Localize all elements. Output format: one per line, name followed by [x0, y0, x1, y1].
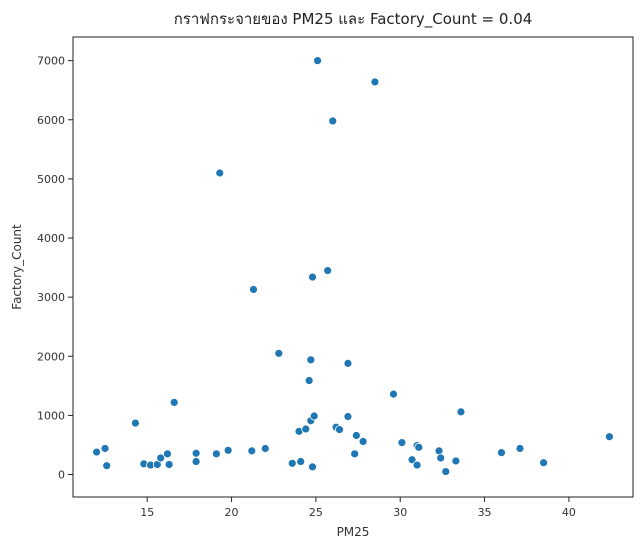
data-point	[328, 116, 338, 126]
x-tick-label: 20	[225, 506, 239, 519]
x-axis: 15 20 25 30 35 40	[140, 497, 576, 519]
x-axis-label: PM25	[337, 525, 370, 539]
data-point	[350, 449, 360, 459]
data-point	[301, 424, 311, 434]
data-point	[309, 411, 319, 421]
y-axis: 0 1000 2000 3000 4000 5000 6000 7000	[37, 55, 73, 482]
data-point	[306, 355, 316, 365]
y-tick-label: 4000	[37, 232, 65, 245]
data-point	[389, 389, 398, 399]
data-point	[247, 446, 257, 456]
x-tick-label: 30	[393, 506, 407, 519]
data-point	[296, 457, 306, 466]
y-tick-label: 7000	[37, 55, 65, 68]
data-point	[335, 425, 344, 434]
data-point	[287, 458, 297, 468]
data-point	[223, 445, 233, 455]
data-point	[156, 453, 166, 463]
data-point	[163, 449, 172, 459]
chart-title: กราฟกระจายของ PM25 และ Factory_Count = 0…	[174, 10, 533, 29]
data-point	[100, 444, 110, 453]
y-tick-label: 6000	[37, 114, 65, 127]
data-point	[323, 266, 333, 275]
x-tick-label: 40	[562, 506, 576, 519]
y-tick-label: 2000	[37, 350, 65, 363]
data-point	[164, 460, 174, 469]
data-point	[539, 458, 549, 468]
data-point	[358, 437, 368, 446]
scatter-points	[92, 56, 614, 476]
data-point	[169, 397, 179, 407]
data-point	[308, 462, 317, 472]
y-tick-label: 1000	[37, 409, 65, 422]
y-tick-label: 3000	[37, 291, 65, 304]
data-point	[215, 168, 225, 178]
y-tick-label: 0	[58, 469, 65, 482]
data-point	[370, 77, 380, 87]
data-point	[343, 412, 353, 421]
data-point	[497, 448, 506, 458]
x-tick-label: 15	[140, 506, 154, 519]
data-point	[441, 467, 451, 476]
data-point	[604, 432, 614, 442]
data-point	[260, 444, 270, 453]
data-point	[131, 418, 140, 428]
data-point	[434, 446, 444, 456]
data-point	[304, 376, 314, 385]
data-point	[456, 407, 466, 417]
data-point	[249, 285, 258, 294]
data-point	[397, 438, 407, 448]
x-tick-label: 25	[309, 506, 323, 519]
data-point	[351, 431, 361, 440]
data-point	[343, 358, 353, 368]
data-point	[211, 449, 221, 459]
data-point	[412, 460, 422, 470]
data-point	[407, 455, 417, 465]
data-point	[313, 56, 322, 66]
y-axis-label: Factory_Count	[10, 224, 24, 310]
data-point	[515, 444, 525, 453]
data-point	[414, 442, 424, 452]
data-point	[92, 447, 102, 457]
data-point	[274, 348, 284, 358]
data-point	[191, 457, 201, 466]
data-point	[436, 453, 446, 463]
x-tick-label: 35	[478, 506, 492, 519]
data-point	[308, 272, 317, 282]
data-point	[451, 456, 461, 466]
plot-area	[72, 36, 634, 498]
y-tick-label: 5000	[37, 173, 65, 186]
data-point	[102, 461, 112, 471]
data-point	[191, 448, 201, 458]
